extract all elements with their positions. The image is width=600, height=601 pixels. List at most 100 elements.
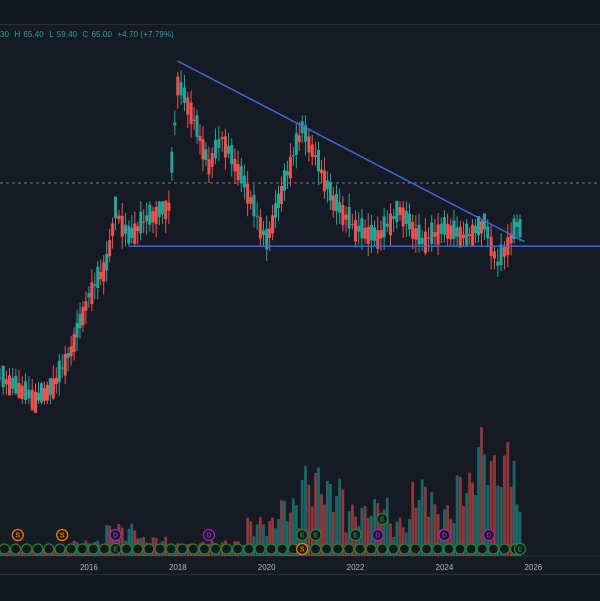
volume-bar xyxy=(347,511,351,556)
dividend-marker xyxy=(202,528,216,542)
candle-body xyxy=(4,378,8,385)
volume-bar xyxy=(477,446,480,556)
earnings-marker xyxy=(21,543,33,555)
earnings-marker xyxy=(354,543,366,555)
candle-body xyxy=(366,226,370,244)
earnings-marker xyxy=(276,543,288,555)
candle-body xyxy=(344,214,348,220)
earnings-marker xyxy=(232,543,244,555)
volume-bar xyxy=(436,514,440,556)
earnings-marker xyxy=(309,528,322,542)
candle-body xyxy=(186,97,190,115)
candle-body xyxy=(195,115,199,137)
candle-body xyxy=(133,223,137,244)
dividend-marker-label: D xyxy=(375,533,380,540)
volume-bar xyxy=(252,536,256,556)
earnings-marker xyxy=(387,543,399,555)
volume-bar xyxy=(274,528,277,556)
earnings-marker-label: E xyxy=(380,517,385,524)
candle-body xyxy=(369,224,373,241)
x-tick-label: 2024 xyxy=(436,563,454,572)
volume-bar xyxy=(326,480,329,556)
volume-bar xyxy=(43,549,46,556)
volume-bar xyxy=(515,504,519,556)
candle-body xyxy=(210,153,214,167)
candle-body xyxy=(11,378,15,389)
candle-body xyxy=(439,223,443,234)
candle-body xyxy=(27,389,31,399)
candle-body xyxy=(173,122,177,126)
bottom-toolbar xyxy=(0,574,600,601)
candle-body xyxy=(37,392,41,401)
dividend-marker-label: D xyxy=(442,533,447,540)
split-marker-label: S xyxy=(15,533,20,540)
dividend-marker-label: D xyxy=(486,533,491,540)
candle-body xyxy=(360,218,364,239)
volume-bar xyxy=(317,467,320,556)
candle-body xyxy=(465,223,469,246)
volume-bar xyxy=(186,543,190,556)
earnings-marker xyxy=(376,512,389,526)
legend-high-label: H xyxy=(14,30,21,39)
candle-body xyxy=(114,196,118,219)
candle-body xyxy=(34,391,38,413)
candle-body xyxy=(446,223,450,239)
volume-bar xyxy=(430,492,434,556)
volume-bar xyxy=(512,460,516,556)
volume-bar xyxy=(297,528,301,556)
candle-body xyxy=(117,215,121,220)
volume-bar xyxy=(338,478,342,556)
candle-body xyxy=(57,360,61,383)
candle-body xyxy=(142,221,146,223)
dividend-marker-label: D xyxy=(113,533,118,540)
candle-body xyxy=(230,145,234,165)
candle-body xyxy=(430,222,434,244)
volume-bar xyxy=(127,528,131,556)
candle-body xyxy=(310,144,314,157)
candle-body xyxy=(45,384,49,401)
candle-body xyxy=(461,234,465,239)
volume-bar xyxy=(120,527,124,556)
earnings-marker xyxy=(76,543,88,555)
volume-bar xyxy=(108,525,112,556)
volume-bar xyxy=(439,529,443,556)
candle-body xyxy=(338,202,342,213)
legend-close-label: C xyxy=(82,30,89,39)
volume-bar xyxy=(328,484,332,556)
candle-body xyxy=(420,237,424,244)
candle-body xyxy=(157,201,161,218)
volume-bar xyxy=(499,486,503,556)
earnings-marker-label: E xyxy=(313,533,318,540)
candle-body xyxy=(99,272,103,280)
candle-body xyxy=(382,216,386,238)
volume-bar xyxy=(277,519,280,556)
volume-bar xyxy=(294,505,298,556)
dividend-marker xyxy=(438,528,451,542)
candle-body xyxy=(249,197,253,204)
volume-bar xyxy=(462,506,465,556)
legend-low-value: 59.40 xyxy=(56,30,78,39)
candle-body xyxy=(509,233,513,244)
candle-body xyxy=(307,136,311,153)
candle-body xyxy=(93,284,97,286)
legend-high-value: 65.40 xyxy=(23,30,44,39)
earnings-marker xyxy=(343,543,355,555)
legend-close-value: 65.00 xyxy=(91,30,113,39)
volume-bar xyxy=(423,486,427,556)
candle-body xyxy=(354,220,358,242)
candle-body xyxy=(319,169,323,174)
candle-body xyxy=(239,166,243,183)
candle-body xyxy=(401,207,405,227)
volume-bar xyxy=(258,517,262,556)
candle-body xyxy=(499,244,503,266)
volume-bar xyxy=(268,521,272,556)
candle-body xyxy=(518,219,522,238)
earnings-marker xyxy=(432,543,444,555)
dividend-marker xyxy=(482,528,496,542)
candle-body xyxy=(285,171,289,176)
earnings-marker xyxy=(309,543,322,555)
volume-bar xyxy=(496,485,500,556)
candle-body xyxy=(300,121,304,134)
candle-body xyxy=(314,155,318,158)
